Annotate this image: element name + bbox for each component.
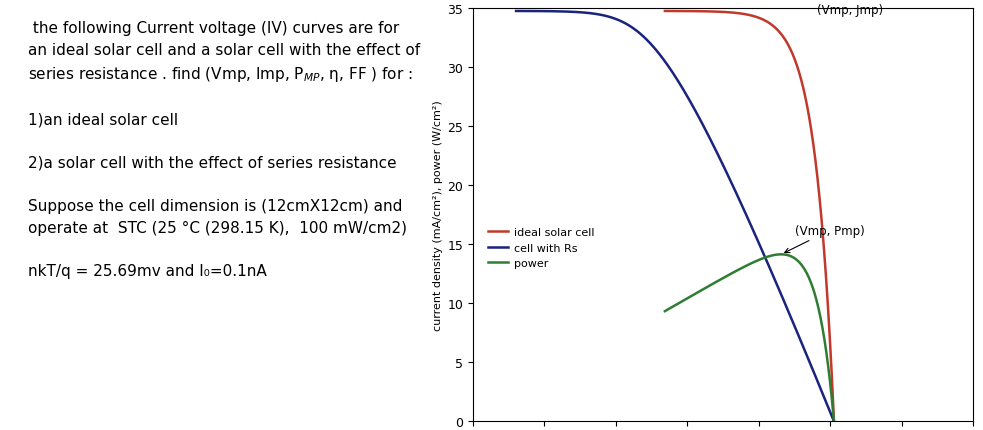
power (809, 292, 821, 297)
power (796, 264, 808, 269)
cell with Rs (692, 113, 704, 118)
cell with Rs (797, 344, 809, 350)
power (659, 309, 670, 314)
Text: the following Current voltage (IV) curves are for
an ideal solar cell and a sola: the following Current voltage (IV) curve… (29, 21, 421, 278)
Text: (Vmp, Pmp): (Vmp, Pmp) (784, 224, 865, 253)
power (828, 419, 839, 424)
ideal solar cell (819, 262, 831, 267)
cell with Rs (763, 262, 775, 267)
cell with Rs (712, 153, 723, 158)
power (819, 342, 831, 347)
ideal solar cell (809, 153, 821, 158)
ideal solar cell (659, 9, 670, 15)
Text: (Vmp, Jmp): (Vmp, Jmp) (817, 4, 883, 17)
Line: ideal solar cell: ideal solar cell (665, 12, 834, 421)
cell with Rs (722, 173, 733, 178)
ideal solar cell (811, 173, 823, 178)
power (776, 252, 787, 257)
power (825, 382, 837, 387)
power (811, 301, 823, 306)
power (803, 275, 815, 280)
Line: cell with Rs: cell with Rs (516, 12, 834, 421)
Y-axis label: current density (mA/cm²), power (W/cm²): current density (mA/cm²), power (W/cm²) (434, 100, 443, 330)
cell with Rs (674, 82, 686, 87)
Legend: ideal solar cell, cell with Rs, power: ideal solar cell, cell with Rs, power (484, 223, 599, 273)
ideal solar cell (825, 344, 837, 350)
ideal solar cell (796, 82, 808, 87)
Line: power: power (665, 255, 834, 421)
cell with Rs (828, 419, 839, 424)
cell with Rs (510, 9, 522, 15)
ideal solar cell (803, 113, 815, 118)
ideal solar cell (828, 419, 839, 424)
